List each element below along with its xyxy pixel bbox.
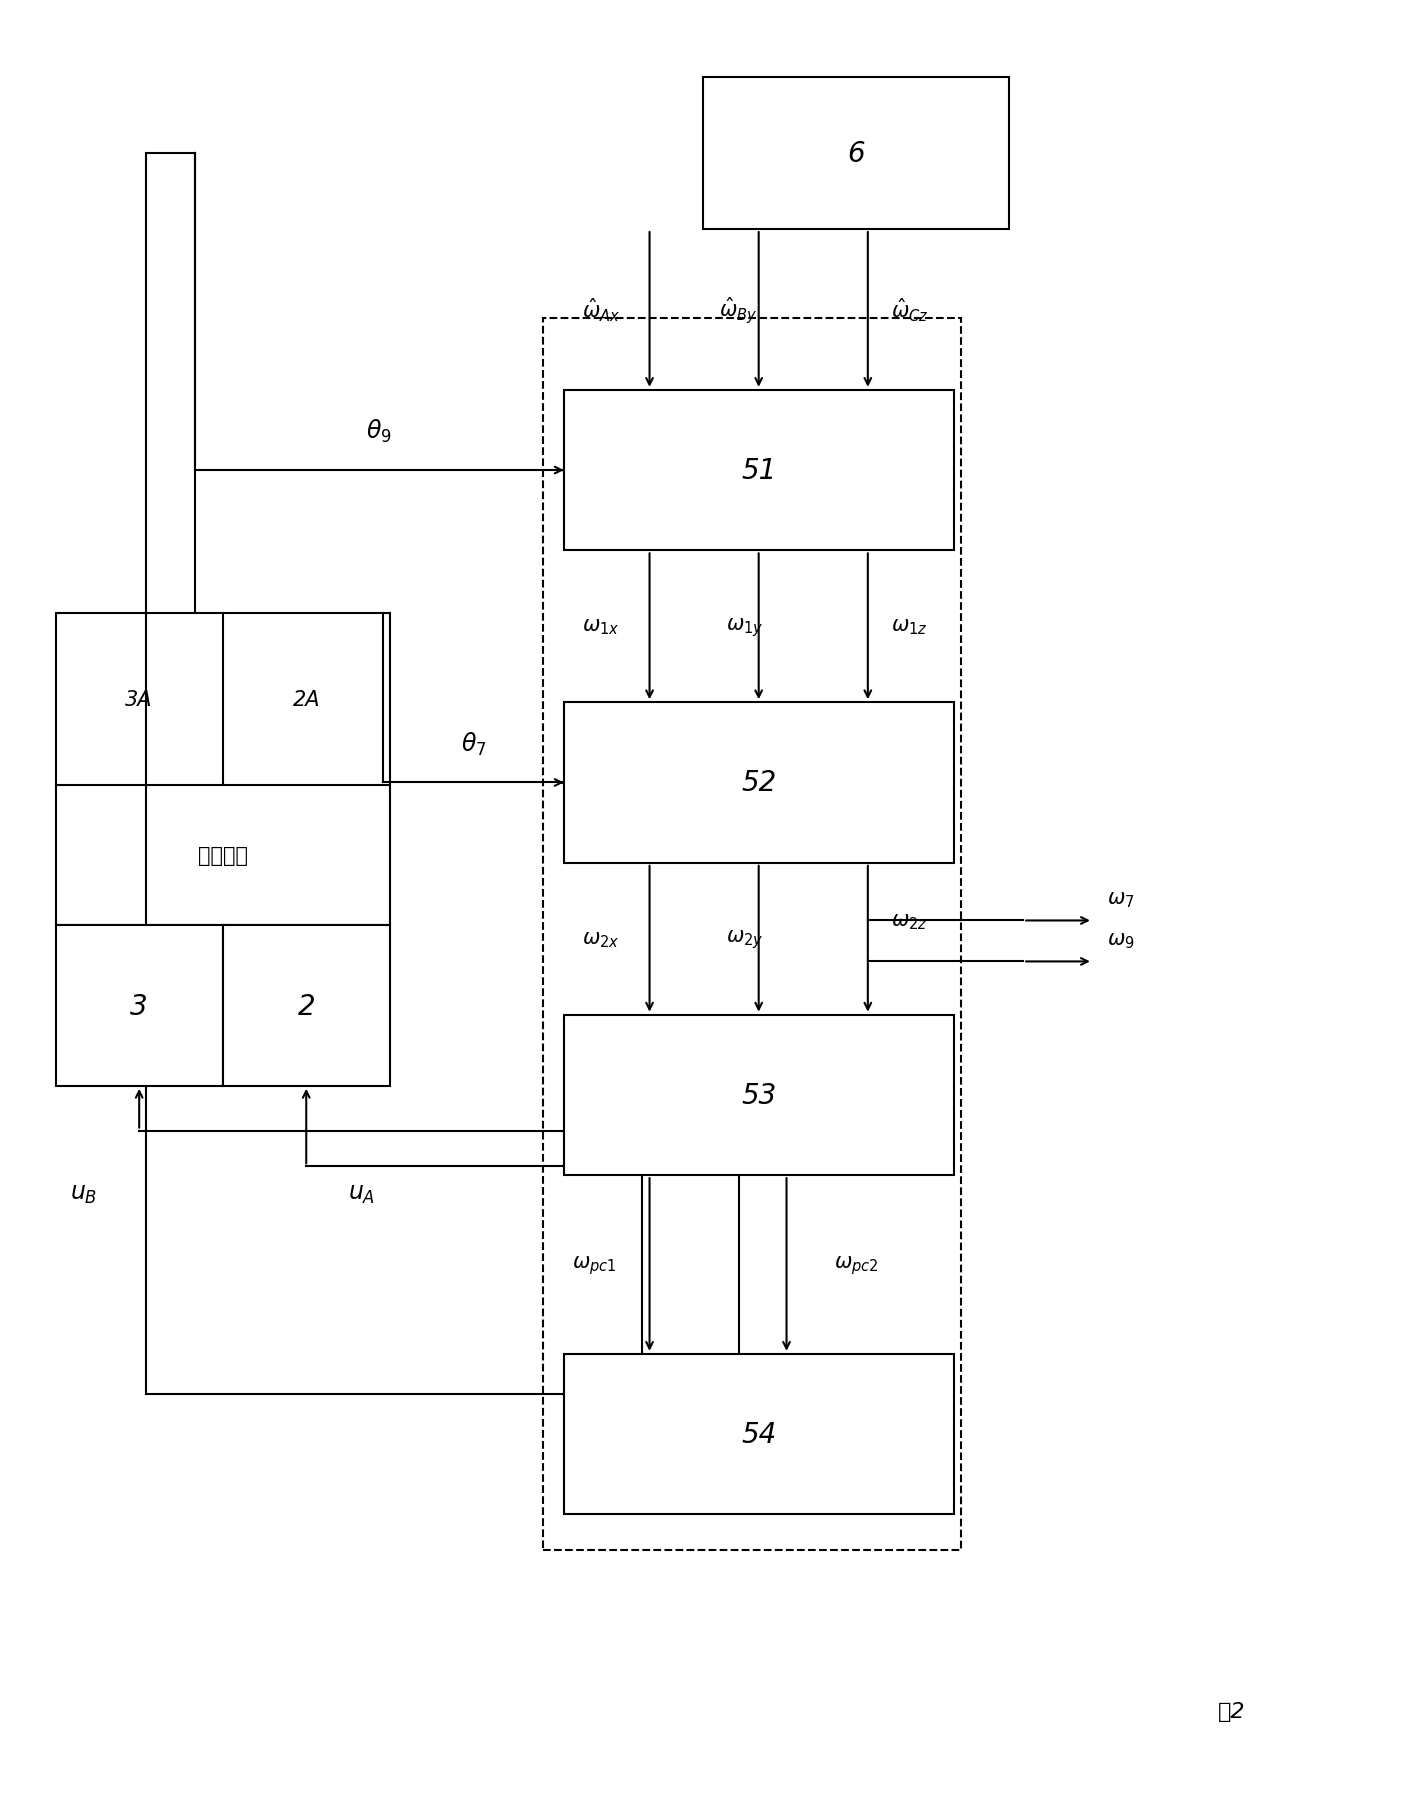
- Text: $\omega_{2x}$: $\omega_{2x}$: [582, 930, 620, 949]
- Text: 51: 51: [741, 457, 776, 485]
- Text: 3A: 3A: [125, 689, 153, 710]
- Bar: [564, 390, 953, 552]
- Text: 54: 54: [741, 1420, 776, 1447]
- Text: $\omega_7$: $\omega_7$: [1107, 890, 1135, 910]
- Text: $\omega_{1z}$: $\omega_{1z}$: [891, 617, 928, 636]
- Text: $\omega_{2z}$: $\omega_{2z}$: [891, 912, 928, 931]
- Text: $\omega_{1x}$: $\omega_{1x}$: [582, 617, 620, 636]
- Text: 53: 53: [741, 1081, 776, 1109]
- Text: $u_A$: $u_A$: [349, 1181, 375, 1205]
- Text: 图2: 图2: [1218, 1701, 1246, 1721]
- Text: $\omega_{2y}$: $\omega_{2y}$: [725, 928, 763, 951]
- Bar: [564, 1354, 953, 1514]
- Text: 2A: 2A: [292, 689, 321, 710]
- Text: $\theta_7$: $\theta_7$: [461, 730, 486, 757]
- Text: $\hat{\omega}_{Cz}$: $\hat{\omega}_{Cz}$: [890, 297, 928, 324]
- Text: $\omega_{1y}$: $\omega_{1y}$: [725, 615, 763, 638]
- Text: 2: 2: [298, 992, 315, 1019]
- Text: $\hat{\omega}_{Ax}$: $\hat{\omega}_{Ax}$: [582, 297, 620, 324]
- Text: $\omega_{pc2}$: $\omega_{pc2}$: [834, 1253, 879, 1277]
- Bar: [564, 703, 953, 863]
- Bar: [56, 926, 222, 1086]
- Bar: [56, 613, 389, 926]
- Bar: [564, 1014, 953, 1176]
- Text: 平衡环架: 平衡环架: [198, 845, 247, 865]
- Text: $\theta_9$: $\theta_9$: [367, 417, 392, 446]
- Bar: [222, 926, 389, 1086]
- Bar: [703, 79, 1010, 230]
- Text: $u_B$: $u_B$: [70, 1181, 97, 1205]
- Bar: [543, 320, 960, 1550]
- Text: $\omega_{pc1}$: $\omega_{pc1}$: [571, 1253, 616, 1277]
- Text: 6: 6: [848, 140, 865, 169]
- Text: 3: 3: [131, 992, 148, 1019]
- Text: $\omega_9$: $\omega_9$: [1107, 931, 1135, 951]
- Text: 52: 52: [741, 770, 776, 797]
- Text: $\hat{\omega}_{By}$: $\hat{\omega}_{By}$: [718, 295, 756, 325]
